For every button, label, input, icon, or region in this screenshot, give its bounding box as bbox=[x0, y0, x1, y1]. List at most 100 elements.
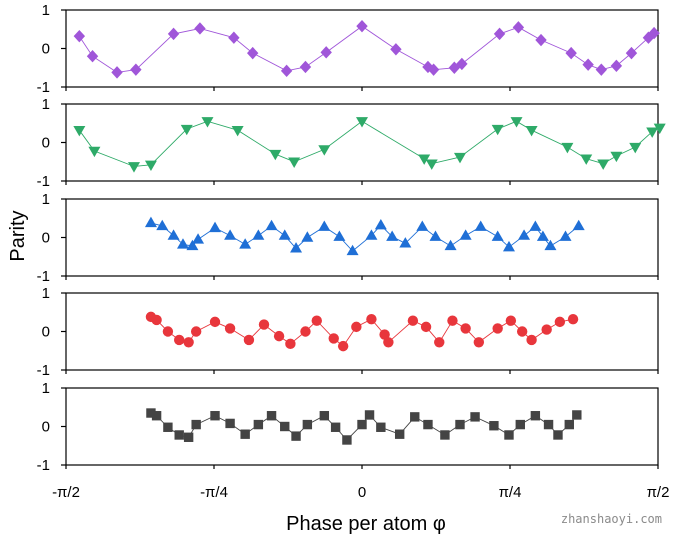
panel-4-point bbox=[526, 334, 537, 346]
panel-2-point bbox=[418, 154, 431, 165]
panel-5-point bbox=[163, 422, 173, 432]
panel-4-point bbox=[224, 323, 236, 334]
panel-4-point bbox=[366, 313, 377, 325]
panel-1-point bbox=[228, 31, 240, 44]
panel-5: -1 0 1 bbox=[37, 380, 659, 474]
panel-4-point bbox=[209, 316, 221, 328]
panel-5-ytick-label: 1 bbox=[42, 380, 50, 397]
panel-5-point bbox=[572, 410, 582, 420]
panel-1-point bbox=[299, 60, 312, 74]
panel-1-point bbox=[247, 46, 259, 60]
panel-4-point bbox=[328, 333, 339, 344]
panel-5-point bbox=[240, 429, 250, 439]
panel-2-point bbox=[653, 123, 666, 135]
panel-2-point bbox=[580, 154, 593, 165]
panel-3-point bbox=[572, 219, 585, 231]
panel-5-point bbox=[151, 411, 162, 421]
panel-3-ytick-label: 0 bbox=[42, 230, 50, 247]
panel-3-point bbox=[459, 229, 472, 240]
panel-1: -1 0 1 bbox=[37, 2, 660, 96]
panel-2-point bbox=[201, 117, 214, 128]
panel-3-point bbox=[209, 221, 222, 233]
panel-4-point bbox=[174, 334, 185, 346]
panel-3-ytick-label: -1 bbox=[37, 268, 50, 285]
panel-3-point bbox=[186, 239, 199, 251]
panel-4-point bbox=[337, 340, 349, 352]
panel-3-point bbox=[333, 230, 346, 241]
panel-2-point bbox=[318, 145, 331, 156]
panel-2-point bbox=[288, 157, 301, 168]
panel-3-point bbox=[278, 229, 291, 240]
panel-5-point bbox=[225, 418, 235, 429]
panel-5-point bbox=[330, 422, 341, 432]
panel-3-point bbox=[491, 230, 504, 241]
panel-5-point bbox=[364, 410, 375, 420]
panel-1-point bbox=[390, 43, 402, 56]
panel-1-point bbox=[320, 46, 332, 59]
panel-1-point bbox=[512, 21, 525, 34]
panel-1-point bbox=[167, 27, 180, 41]
panel-4: -1 0 1 bbox=[37, 285, 659, 379]
panel-5-point bbox=[174, 430, 184, 440]
panel-4-point bbox=[379, 329, 390, 340]
panel-5-point bbox=[470, 412, 480, 422]
panel-4-ytick-label: 1 bbox=[42, 285, 50, 302]
panel-4-ytick-label: -1 bbox=[37, 362, 50, 379]
panel-3-point bbox=[399, 237, 412, 248]
panel-4-point bbox=[460, 323, 471, 334]
panel-3-point bbox=[301, 231, 314, 242]
panel-3: -1 0 1 bbox=[37, 191, 659, 285]
panel-4-point bbox=[420, 321, 432, 333]
panel-3-point bbox=[318, 220, 331, 231]
panel-2-point bbox=[610, 151, 623, 163]
panel-3-point bbox=[416, 220, 429, 231]
panel-4-point bbox=[473, 337, 485, 348]
panel-3-point bbox=[529, 220, 542, 231]
panel-2-point bbox=[453, 152, 466, 164]
panel-5-point bbox=[440, 430, 450, 440]
panel-2-point bbox=[510, 117, 523, 128]
panel-4-point bbox=[243, 334, 255, 346]
panel-3-point bbox=[167, 229, 180, 240]
panel-5-point bbox=[504, 430, 514, 440]
panel-1-series-line bbox=[78, 25, 655, 73]
panel-3-point bbox=[144, 216, 157, 228]
panel-2-point bbox=[269, 149, 282, 161]
panel-1-point bbox=[111, 66, 123, 79]
panel-2-point bbox=[491, 124, 504, 136]
panel-3-point bbox=[559, 230, 572, 241]
panel-2-point bbox=[144, 160, 157, 172]
panel-4-point bbox=[162, 326, 174, 337]
panel-5-point bbox=[291, 431, 301, 441]
panel-2-ytick-label: -1 bbox=[37, 173, 50, 190]
panel-4-ytick-label: 0 bbox=[42, 324, 50, 341]
panel-3-point bbox=[290, 242, 303, 253]
panel-5-point bbox=[319, 411, 330, 421]
panel-3-series-line bbox=[150, 222, 579, 252]
panel-4-point bbox=[407, 315, 419, 326]
panel-2-point bbox=[646, 127, 659, 138]
panel-2: -1 0 1 bbox=[37, 96, 666, 190]
panel-5-ytick-label: 0 bbox=[42, 419, 50, 436]
panel-1-ytick-label: 0 bbox=[42, 41, 50, 58]
panel-5-point bbox=[253, 419, 264, 430]
xtick-label: -π/4 bbox=[200, 484, 228, 501]
panel-3-point bbox=[429, 230, 442, 241]
panel-3-point bbox=[265, 219, 278, 231]
xtick-label: 0 bbox=[358, 484, 366, 501]
panel-2-point bbox=[180, 124, 193, 136]
panel-4-point bbox=[183, 337, 194, 348]
panel-1-point bbox=[610, 59, 623, 73]
panel-5-point bbox=[210, 411, 220, 421]
panel-3-point bbox=[176, 238, 189, 249]
panel-5-point bbox=[183, 432, 194, 442]
panel-1-point bbox=[456, 57, 468, 71]
panel-5-point bbox=[564, 419, 574, 430]
panel-4-point bbox=[492, 323, 503, 334]
panel-1-point bbox=[194, 22, 206, 35]
panel-1-point bbox=[493, 27, 506, 41]
panel-4-point bbox=[554, 316, 566, 328]
panel-3-point bbox=[224, 229, 237, 240]
panel-1-point bbox=[280, 64, 293, 78]
xtick-label: π/4 bbox=[499, 484, 522, 501]
